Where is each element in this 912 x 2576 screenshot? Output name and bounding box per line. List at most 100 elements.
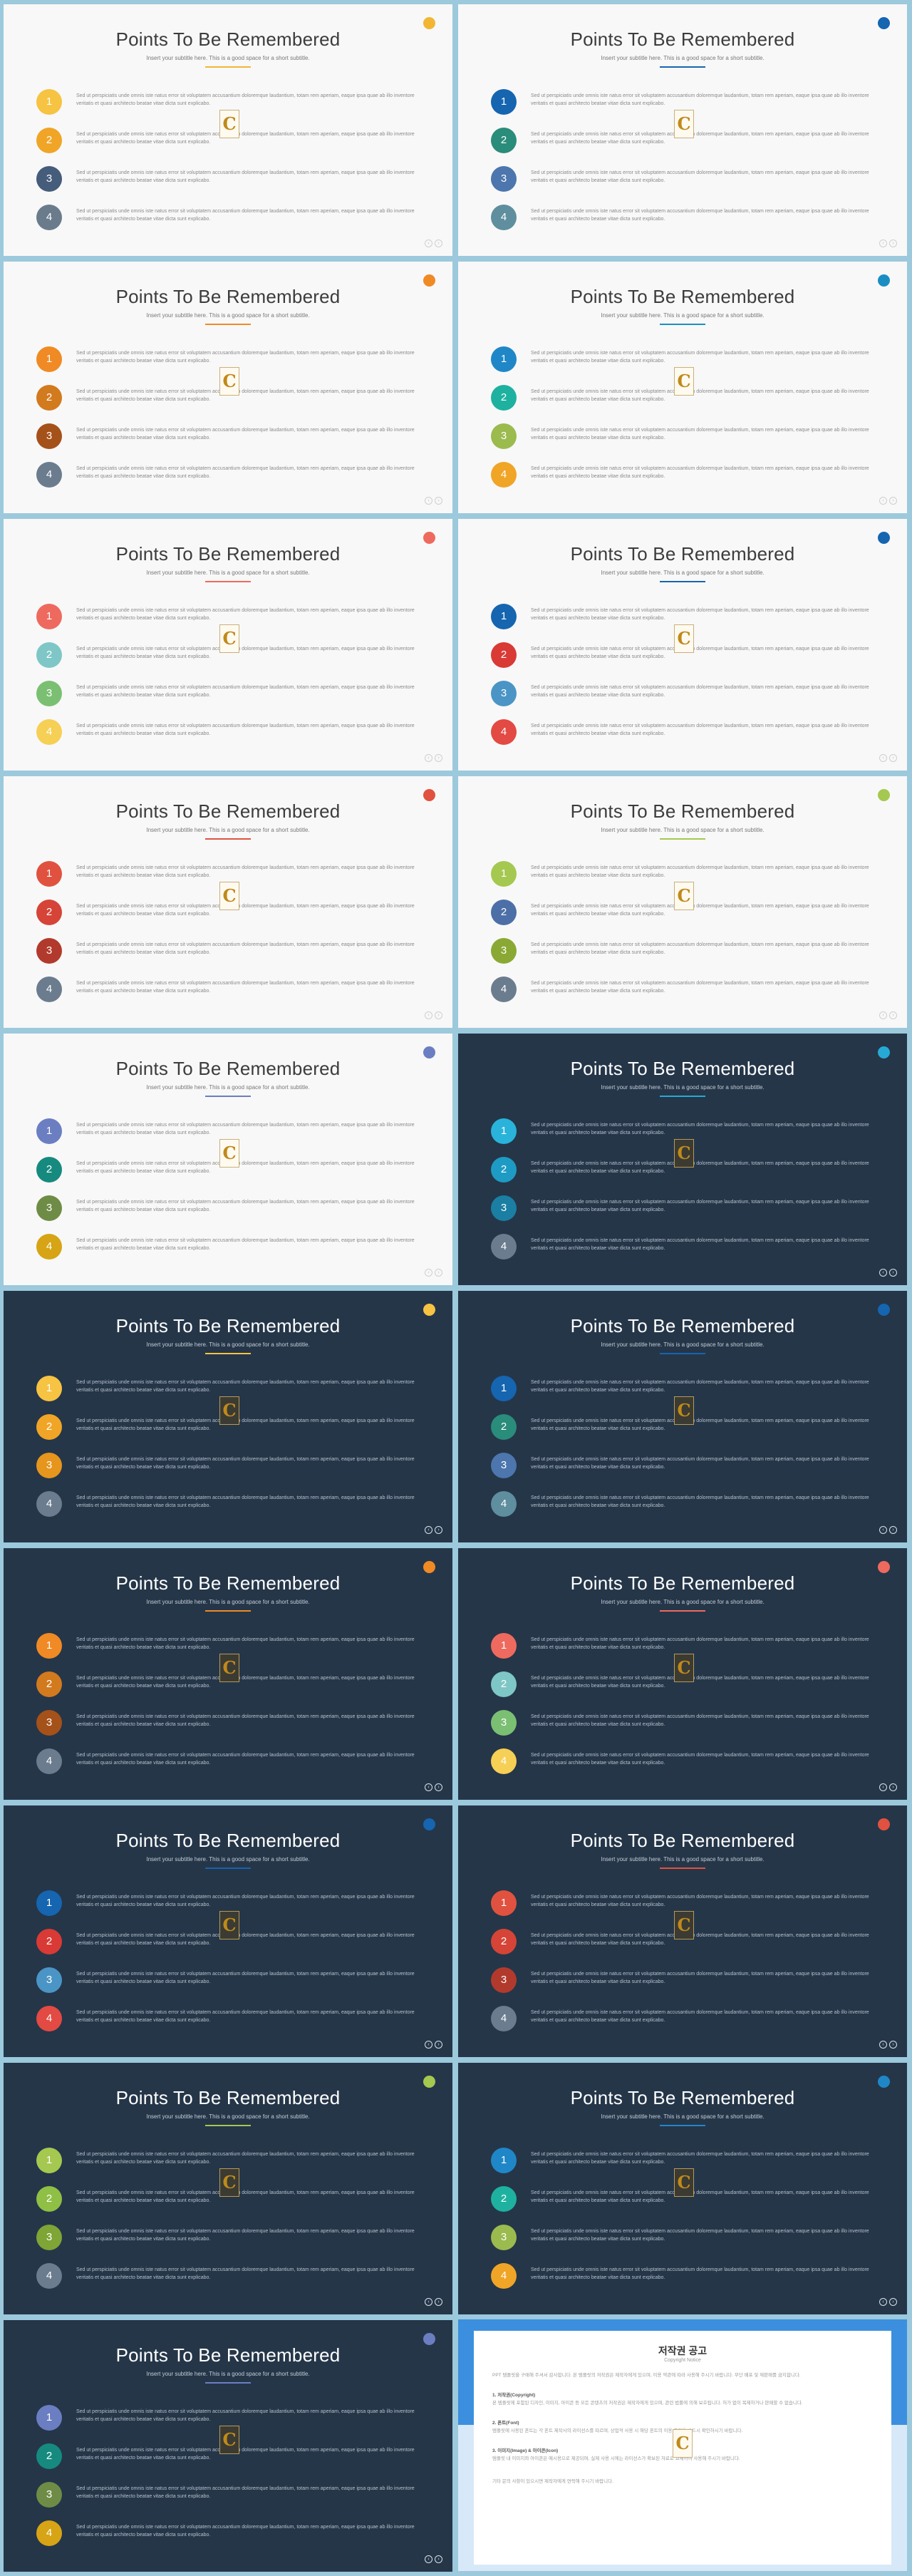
next-slide-icon[interactable]: › [889, 1011, 897, 1019]
copyright-notice-slide: 저작권 공고 Copyright Notice PPT 템플릿을 구매해 주셔서… [458, 2319, 907, 2571]
next-slide-icon[interactable]: › [889, 2298, 897, 2306]
prev-slide-icon[interactable]: ‹ [879, 497, 887, 505]
next-slide-icon[interactable]: › [889, 1783, 897, 1791]
accent-dot [423, 789, 435, 801]
slide-5[interactable]: Points To Be Remembered Insert your subti… [4, 519, 452, 771]
slide-title: Points To Be Remembered [570, 1058, 795, 1079]
next-slide-icon[interactable]: › [889, 2041, 897, 2049]
point-item: 3 Sed ut perspiciatis unde omnis iste nat… [36, 1710, 435, 1738]
next-slide-icon[interactable]: › [889, 1526, 897, 1534]
prev-slide-icon[interactable]: ‹ [425, 239, 432, 247]
prev-slide-icon[interactable]: ‹ [425, 754, 432, 762]
title-underline [660, 324, 705, 325]
point-text: Sed ut perspiciatis unde omnis iste natu… [76, 1495, 415, 1508]
next-slide-icon[interactable]: › [435, 1011, 442, 1019]
next-slide-icon[interactable]: › [435, 754, 442, 762]
slide-4[interactable]: Points To Be Remembered Insert your subti… [458, 262, 907, 513]
slide-18[interactable]: Points To Be Remembered Insert your subti… [458, 2063, 907, 2314]
slide-15[interactable]: Points To Be Remembered Insert your subti… [4, 1805, 452, 2057]
accent-dot [878, 274, 890, 287]
prev-slide-icon[interactable]: ‹ [425, 2555, 432, 2563]
accent-dot [423, 1046, 435, 1058]
notice-copyright-text: 본 템플릿에 포함된 디자인, 이미지, 아이콘 등 모든 콘텐츠의 저작권은 … [492, 2401, 803, 2406]
slide-7[interactable]: Points To Be Remembered Insert your subti… [4, 776, 452, 1028]
prev-slide-icon[interactable]: ‹ [879, 2041, 887, 2049]
slide-17[interactable]: Points To Be Remembered Insert your subti… [4, 2063, 452, 2314]
prev-slide-icon[interactable]: ‹ [425, 1269, 432, 1277]
prev-slide-icon[interactable]: ‹ [425, 1526, 432, 1534]
prev-slide-icon[interactable]: ‹ [879, 1011, 887, 1019]
point-number-badge: 1 [36, 861, 62, 887]
point-number-badge: 4 [491, 462, 517, 488]
point-text: Sed ut perspiciatis unde omnis iste natu… [531, 466, 869, 479]
accent-dot [423, 532, 435, 544]
next-slide-icon[interactable]: › [435, 2298, 442, 2306]
prev-slide-icon[interactable]: ‹ [879, 2298, 887, 2306]
prev-slide-icon[interactable]: ‹ [425, 2041, 432, 2049]
slide-16[interactable]: Points To Be Remembered Insert your subti… [458, 1805, 907, 2057]
point-item: 4 Sed ut perspiciatis unde omnis iste nat… [491, 205, 890, 233]
point-number-badge: 2 [36, 128, 62, 153]
point-text: Sed ut perspiciatis unde omnis iste natu… [76, 1933, 415, 1946]
slide-2[interactable]: Points To Be Remembered Insert your subti… [458, 4, 907, 256]
point-text: Sed ut perspiciatis unde omnis iste natu… [76, 1200, 415, 1212]
next-slide-icon[interactable]: › [435, 1269, 442, 1277]
point-text: Sed ut perspiciatis unde omnis iste natu… [531, 389, 869, 402]
slide-subtitle: Insert your subtitle here. This is a goo… [601, 570, 765, 576]
point-number-badge: 2 [36, 1671, 62, 1697]
point-number-badge: 3 [491, 166, 517, 192]
next-slide-icon[interactable]: › [435, 2041, 442, 2049]
point-item: 4 Sed ut perspiciatis unde omnis iste nat… [36, 1491, 435, 1520]
prev-slide-icon[interactable]: ‹ [879, 754, 887, 762]
logo-mark: C [219, 624, 239, 653]
prev-slide-icon[interactable]: ‹ [425, 497, 432, 505]
point-text: Sed ut perspiciatis unde omnis iste natu… [531, 1238, 869, 1251]
slide-11[interactable]: Points To Be Remembered Insert your subti… [4, 1291, 452, 1542]
slide-8[interactable]: Points To Be Remembered Insert your subti… [458, 776, 907, 1028]
point-number-badge: 4 [491, 1491, 517, 1517]
slide-19[interactable]: Points To Be Remembered Insert your subti… [4, 2320, 452, 2572]
slide-3[interactable]: Points To Be Remembered Insert your subti… [4, 262, 452, 513]
slide-14[interactable]: Points To Be Remembered Insert your subti… [458, 1548, 907, 1800]
prev-slide-icon[interactable]: ‹ [879, 239, 887, 247]
point-text: Sed ut perspiciatis unde omnis iste natu… [531, 1200, 869, 1212]
notice-title: 저작권 공고 [658, 2345, 708, 2356]
slide-9[interactable]: Points To Be Remembered Insert your subti… [4, 1034, 452, 1285]
slide-12[interactable]: Points To Be Remembered Insert your subti… [458, 1291, 907, 1542]
point-item: 4 Sed ut perspiciatis unde omnis iste nat… [491, 1234, 890, 1262]
next-slide-icon[interactable]: › [889, 239, 897, 247]
point-item: 3 Sed ut perspiciatis unde omnis iste nat… [491, 1967, 890, 1996]
prev-slide-icon[interactable]: ‹ [879, 1783, 887, 1791]
point-text: Sed ut perspiciatis unde omnis iste natu… [76, 904, 415, 917]
slide-10[interactable]: Points To Be Remembered Insert your subti… [458, 1034, 907, 1285]
next-slide-icon[interactable]: › [889, 497, 897, 505]
slide-subtitle: Insert your subtitle here. This is a goo… [601, 1599, 765, 1605]
logo-mark: C [219, 110, 239, 138]
prev-slide-icon[interactable]: ‹ [879, 1526, 887, 1534]
logo-mark: C [219, 1911, 239, 1939]
next-slide-icon[interactable]: › [435, 239, 442, 247]
prev-slide-icon[interactable]: ‹ [425, 1011, 432, 1019]
point-number-badge: 3 [36, 1453, 62, 1478]
slide-13[interactable]: Points To Be Remembered Insert your subti… [4, 1548, 452, 1800]
next-slide-icon[interactable]: › [889, 1269, 897, 1277]
slide-1[interactable]: Points To Be Remembered Insert your subti… [4, 4, 452, 256]
next-slide-icon[interactable]: › [435, 1783, 442, 1791]
point-number-badge: 2 [491, 642, 517, 668]
point-number-badge: 3 [36, 2225, 62, 2250]
next-slide-icon[interactable]: › [435, 2555, 442, 2563]
next-slide-icon[interactable]: › [435, 1526, 442, 1534]
prev-slide-icon[interactable]: ‹ [879, 1269, 887, 1277]
point-number-badge: 2 [491, 1414, 517, 1440]
next-slide-icon[interactable]: › [889, 754, 897, 762]
slide-6[interactable]: Points To Be Remembered Insert your subti… [458, 519, 907, 771]
accent-dot [423, 17, 435, 29]
logo-mark: C [219, 1396, 239, 1425]
next-slide-icon[interactable]: › [435, 497, 442, 505]
prev-slide-icon[interactable]: ‹ [425, 1783, 432, 1791]
slide-nav: ‹ › [879, 239, 897, 247]
point-item: 3 Sed ut perspiciatis unde omnis iste nat… [491, 1710, 890, 1738]
point-number-badge: 1 [491, 89, 517, 115]
point-number-badge: 2 [36, 2186, 62, 2212]
prev-slide-icon[interactable]: ‹ [425, 2298, 432, 2306]
